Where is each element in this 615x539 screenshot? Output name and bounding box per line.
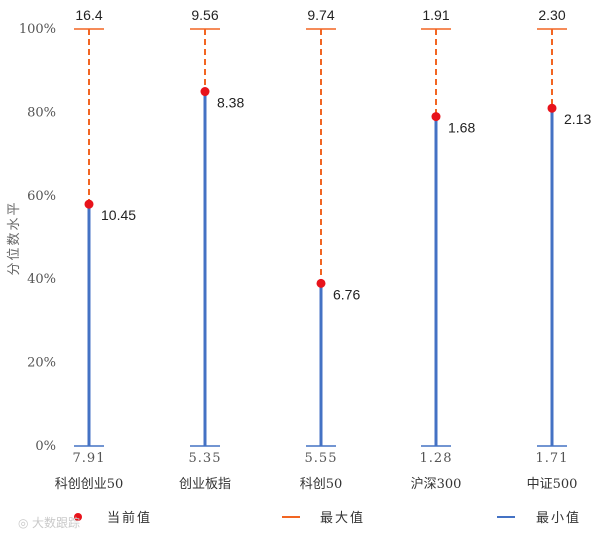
min-value-label: 5.55 <box>305 451 338 466</box>
category-label: 科创50 <box>300 477 343 492</box>
current-point <box>547 103 557 113</box>
y-tick-label: 20% <box>27 356 56 371</box>
max-value-label: 16.4 <box>75 7 102 23</box>
current-point <box>316 278 326 288</box>
plot-area: 16.4 10.45 7.91 科创创业50 9.56 8.38 5.35 创业板指 9.74 6… <box>55 7 592 492</box>
y-tick-label: 100% <box>19 22 56 37</box>
max-value-label: 9.56 <box>191 7 218 23</box>
y-tick-label: 0% <box>35 439 56 454</box>
legend-item: 最大值 <box>282 510 365 526</box>
max-value-label: 9.74 <box>307 7 334 23</box>
max-value-label: 1.91 <box>422 7 449 23</box>
min-value-label: 7.91 <box>73 451 106 466</box>
legend: 当前值 最大值 最小值 <box>74 510 581 526</box>
legend-label: 当前值 <box>107 510 152 526</box>
legend-dot-icon <box>74 513 82 521</box>
current-point <box>431 112 441 122</box>
series-group: 2.30 2.13 1.71 中证500 <box>527 7 592 492</box>
min-value-label: 5.35 <box>189 451 222 466</box>
min-value-label: 1.71 <box>536 451 569 466</box>
legend-label: 最小值 <box>536 510 581 526</box>
current-value-label: 2.13 <box>564 111 591 127</box>
current-value-label: 10.45 <box>101 207 136 223</box>
y-tick-label: 60% <box>27 189 56 204</box>
watermark-icon: ◎ <box>18 516 28 530</box>
category-label: 中证500 <box>527 477 578 492</box>
min-value-label: 1.28 <box>420 451 453 466</box>
y-axis: 0% 20% 40% 60% 80% 100% <box>19 22 56 454</box>
current-value-label: 1.68 <box>448 120 475 136</box>
watermark-text: 大数跟踪 <box>32 515 80 530</box>
max-value-label: 2.30 <box>538 7 565 23</box>
category-label: 沪深300 <box>411 476 462 492</box>
series-group: 1.91 1.68 1.28 沪深300 <box>411 7 476 492</box>
watermark: ◎ 大数跟踪 <box>18 515 80 530</box>
series-group: 9.56 8.38 5.35 创业板指 <box>179 7 244 492</box>
y-tick-label: 40% <box>27 272 56 287</box>
legend-item: 最小值 <box>497 510 581 526</box>
legend-label: 最大值 <box>320 510 365 526</box>
y-axis-label: 分位数水平 <box>7 200 22 275</box>
current-point <box>200 87 210 97</box>
category-label: 创业板指 <box>179 477 231 492</box>
y-tick-label: 80% <box>27 105 56 120</box>
legend-item: 当前值 <box>74 510 152 526</box>
series-group: 9.74 6.76 5.55 科创50 <box>300 7 361 492</box>
category-label: 科创创业50 <box>55 477 124 492</box>
current-value-label: 6.76 <box>333 286 360 302</box>
series-group: 16.4 10.45 7.91 科创创业50 <box>55 7 137 492</box>
current-point <box>84 199 94 209</box>
current-value-label: 8.38 <box>217 95 244 111</box>
